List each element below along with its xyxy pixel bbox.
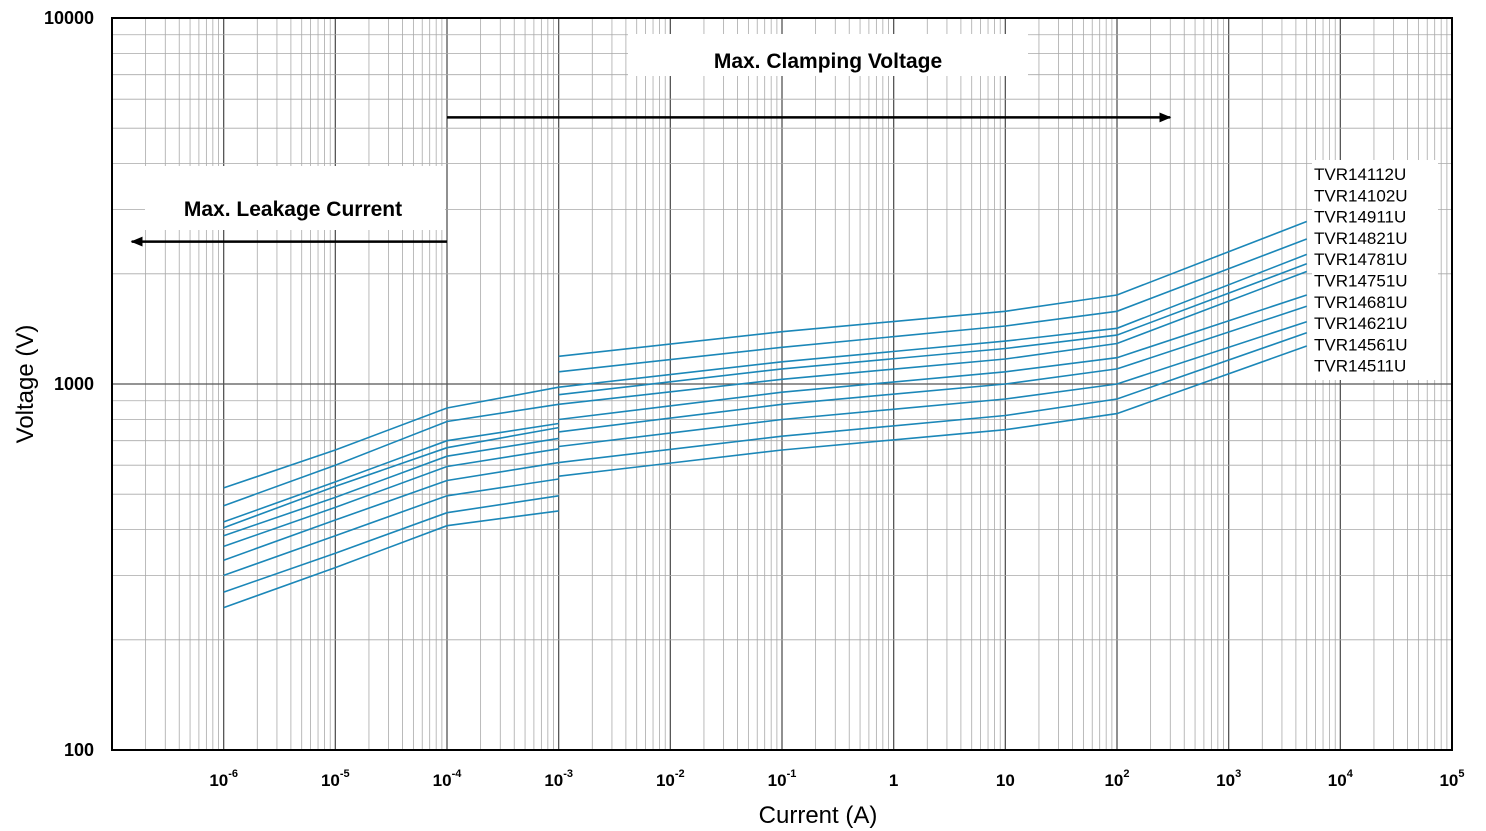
series-tvr14751u: [223, 294, 1307, 548]
clamping-curve: [558, 270, 1307, 406]
leakage-curve: [223, 437, 559, 537]
leakage-curve: [223, 448, 559, 548]
clamping-annotation-label: Max. Clamping Voltage: [714, 50, 942, 73]
y-axis-label: Voltage (V): [12, 325, 39, 444]
legend-entry: TVR14621U: [1314, 314, 1408, 333]
legend-box: [1312, 160, 1438, 380]
leakage-curve: [223, 426, 559, 529]
leakage-curve: [223, 510, 559, 609]
clamping-curve: [558, 263, 1307, 396]
plot-frame: [111, 17, 1453, 751]
clamping-curve: [558, 305, 1307, 433]
x-tick-label: 10-4: [433, 768, 463, 790]
x-tick-label: 10: [996, 771, 1015, 790]
x-tick-label: 104: [1328, 768, 1354, 790]
leakage-curve: [223, 403, 559, 507]
x-axis-label: Current (A): [759, 802, 878, 829]
y-tick-label: 100: [64, 740, 94, 760]
y-tick-label: 10000: [44, 8, 94, 28]
legend-entry: TVR14751U: [1314, 272, 1408, 291]
clamping-curve: [558, 253, 1307, 388]
leakage-label-box: [145, 166, 445, 230]
legend: TVR14112U TVR14102U TVR14911U TVR14821U TVR1…: [1312, 160, 1438, 380]
series-tvr14561u: [223, 332, 1307, 593]
legend-entry: TVR14911U: [1314, 208, 1406, 227]
leakage-curve: [223, 478, 559, 577]
leakage-curve: [223, 422, 559, 523]
series-tvr14511u: [223, 345, 1307, 609]
legend-entry: TVR14781U: [1314, 250, 1408, 269]
series-tvr14102u: [223, 238, 1307, 507]
annotations: Max. Clamping Voltage Max. Leakage Curren…: [130, 34, 1172, 247]
plot-border: [111, 17, 1453, 751]
legend-entry: TVR14102U: [1314, 186, 1408, 205]
clamping-curve: [558, 238, 1307, 373]
legend-entry: TVR14511U: [1314, 357, 1406, 376]
legend-entry: TVR14821U: [1314, 229, 1408, 248]
x-tick-label: 1: [889, 771, 898, 790]
leakage-curve: [223, 461, 559, 561]
x-tick-label: 10-2: [656, 768, 685, 790]
legend-entry: TVR14112U: [1314, 165, 1406, 184]
clamping-label-box: [628, 34, 1028, 76]
clamping-curve: [558, 320, 1307, 448]
x-tick-label: 10-1: [768, 768, 797, 790]
series-tvr14112u: [223, 220, 1307, 489]
series-tvr14911u: [223, 253, 1307, 523]
leakage-curve: [223, 495, 559, 593]
x-tick-label: 10-5: [321, 768, 350, 790]
grid: [111, 18, 1452, 751]
leakage-annotation-label: Max. Leakage Current: [184, 198, 402, 221]
x-tick-label: 103: [1216, 768, 1241, 790]
series-tvr14681u: [223, 305, 1307, 561]
series-tvr14781u: [223, 270, 1307, 537]
y-tick-label: 1000: [54, 374, 94, 394]
series-tvr14621u: [223, 320, 1307, 577]
clamping-curve: [558, 220, 1307, 358]
series-group: [223, 220, 1307, 609]
clamping-curve: [558, 294, 1307, 421]
x-tick-labels: 10-6 10-5 10-4 10-3 10-2 10-1 1 10 102 103 104 105: [209, 768, 1464, 790]
series-tvr14821u: [223, 263, 1307, 529]
legend-entry: TVR14681U: [1314, 293, 1408, 312]
x-tick-label: 10-3: [544, 768, 573, 790]
leakage-curve: [223, 386, 559, 489]
clamping-curve: [558, 332, 1307, 464]
x-tick-label: 102: [1104, 768, 1129, 790]
legend-entry: TVR14561U: [1314, 335, 1408, 354]
x-tick-label: 10-6: [209, 768, 238, 790]
x-tick-label: 105: [1439, 768, 1464, 790]
y-tick-labels: 10000 1000 100: [44, 8, 94, 760]
clamping-curve: [558, 345, 1307, 477]
